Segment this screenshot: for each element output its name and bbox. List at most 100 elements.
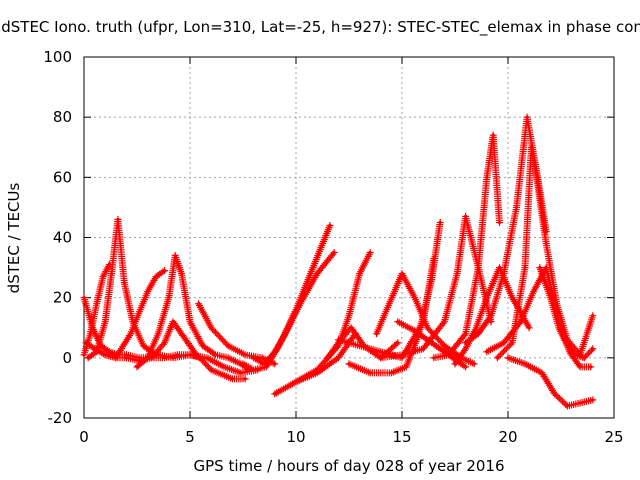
data-point bbox=[141, 344, 145, 348]
data-point bbox=[196, 302, 201, 306]
y-tick-label: 80 bbox=[53, 108, 72, 126]
data-point bbox=[442, 344, 446, 348]
data-point bbox=[413, 329, 417, 333]
x-axis-label: GPS time / hours of day 028 of year 2016 bbox=[194, 457, 505, 475]
data-point bbox=[328, 223, 332, 228]
data-point bbox=[540, 371, 544, 375]
data-point bbox=[529, 145, 533, 149]
data-point bbox=[336, 338, 340, 342]
data-point bbox=[438, 220, 442, 225]
data-point bbox=[502, 272, 506, 276]
data-point bbox=[548, 296, 553, 300]
data-point bbox=[326, 356, 330, 360]
data-point bbox=[368, 250, 372, 255]
data-point bbox=[129, 332, 133, 336]
data-point bbox=[167, 296, 171, 300]
data-point bbox=[464, 214, 468, 219]
data-point bbox=[476, 332, 480, 336]
series-pass-25 bbox=[504, 354, 597, 410]
data-point bbox=[179, 332, 184, 336]
data-point bbox=[146, 356, 150, 360]
y-tick-label: -20 bbox=[48, 409, 73, 427]
data-point bbox=[400, 353, 404, 357]
series-pass-07 bbox=[133, 252, 253, 374]
data-point bbox=[368, 371, 372, 375]
data-point bbox=[589, 365, 593, 369]
data-point bbox=[171, 320, 175, 324]
data-point bbox=[114, 356, 118, 360]
data-point bbox=[497, 220, 502, 225]
data-point bbox=[455, 272, 459, 276]
data-point bbox=[273, 392, 277, 396]
data-point bbox=[156, 332, 160, 336]
data-point bbox=[188, 353, 192, 357]
data-point bbox=[192, 350, 196, 354]
data-point bbox=[154, 275, 158, 279]
data-point bbox=[495, 356, 499, 360]
data-point bbox=[510, 341, 514, 345]
series-markers bbox=[462, 113, 550, 347]
data-point bbox=[485, 350, 489, 354]
data-point bbox=[578, 401, 582, 405]
data-point bbox=[544, 265, 548, 270]
data-point bbox=[226, 344, 230, 348]
data-point bbox=[453, 362, 457, 366]
data-point bbox=[557, 326, 561, 330]
data-point bbox=[491, 133, 495, 137]
data-point bbox=[222, 365, 226, 369]
y-tick-label: 20 bbox=[53, 289, 72, 307]
data-point bbox=[421, 347, 425, 351]
data-point bbox=[116, 217, 120, 222]
chart-title: dSTEC Iono. truth (ufpr, Lon=310, Lat=-2… bbox=[1, 18, 640, 37]
data-point bbox=[565, 404, 569, 408]
data-point bbox=[476, 265, 480, 270]
data-point bbox=[298, 302, 302, 306]
data-point bbox=[146, 290, 150, 294]
data-point bbox=[464, 347, 468, 351]
data-point bbox=[379, 350, 383, 354]
x-tick-label: 20 bbox=[498, 428, 517, 446]
series-pass-22 bbox=[462, 113, 550, 347]
data-point bbox=[591, 398, 595, 402]
data-point bbox=[122, 281, 126, 285]
data-point bbox=[523, 265, 527, 270]
data-point bbox=[311, 265, 315, 270]
data-point bbox=[430, 278, 434, 282]
y-tick-label: 40 bbox=[53, 229, 72, 247]
data-point bbox=[95, 302, 99, 306]
data-point bbox=[103, 353, 107, 357]
data-point bbox=[332, 250, 336, 255]
data-point bbox=[273, 350, 277, 354]
series-markers bbox=[504, 354, 597, 410]
data-point bbox=[464, 341, 468, 345]
data-point bbox=[404, 365, 408, 369]
data-point bbox=[472, 362, 476, 366]
data-point bbox=[283, 332, 287, 336]
data-point bbox=[358, 272, 362, 276]
axis-ticks: 0 5 10 15 20 25 -20 0 20 40 60 80 100 bbox=[43, 48, 623, 446]
data-point bbox=[315, 272, 319, 276]
data-point bbox=[230, 377, 234, 381]
y-tick-label: 0 bbox=[62, 349, 72, 367]
data-point bbox=[347, 362, 351, 366]
y-axis-label: dSTEC / TECUs bbox=[5, 182, 23, 293]
data-point bbox=[82, 353, 86, 357]
y-tick-label: 60 bbox=[53, 168, 72, 186]
data-point bbox=[205, 356, 209, 360]
data-point bbox=[536, 181, 540, 185]
x-tick-label: 10 bbox=[286, 428, 305, 446]
data-point bbox=[252, 356, 256, 360]
data-point bbox=[396, 341, 400, 345]
data-point bbox=[315, 368, 319, 372]
data-point bbox=[591, 347, 595, 351]
x-tick-label: 15 bbox=[392, 428, 411, 446]
data-point bbox=[497, 265, 502, 270]
data-point bbox=[565, 344, 569, 348]
data-point bbox=[156, 353, 160, 357]
data-point bbox=[103, 320, 107, 324]
data-point bbox=[294, 380, 298, 384]
series-pass-11 bbox=[250, 249, 338, 368]
data-point bbox=[243, 377, 247, 381]
series-pass-26 bbox=[536, 264, 597, 362]
